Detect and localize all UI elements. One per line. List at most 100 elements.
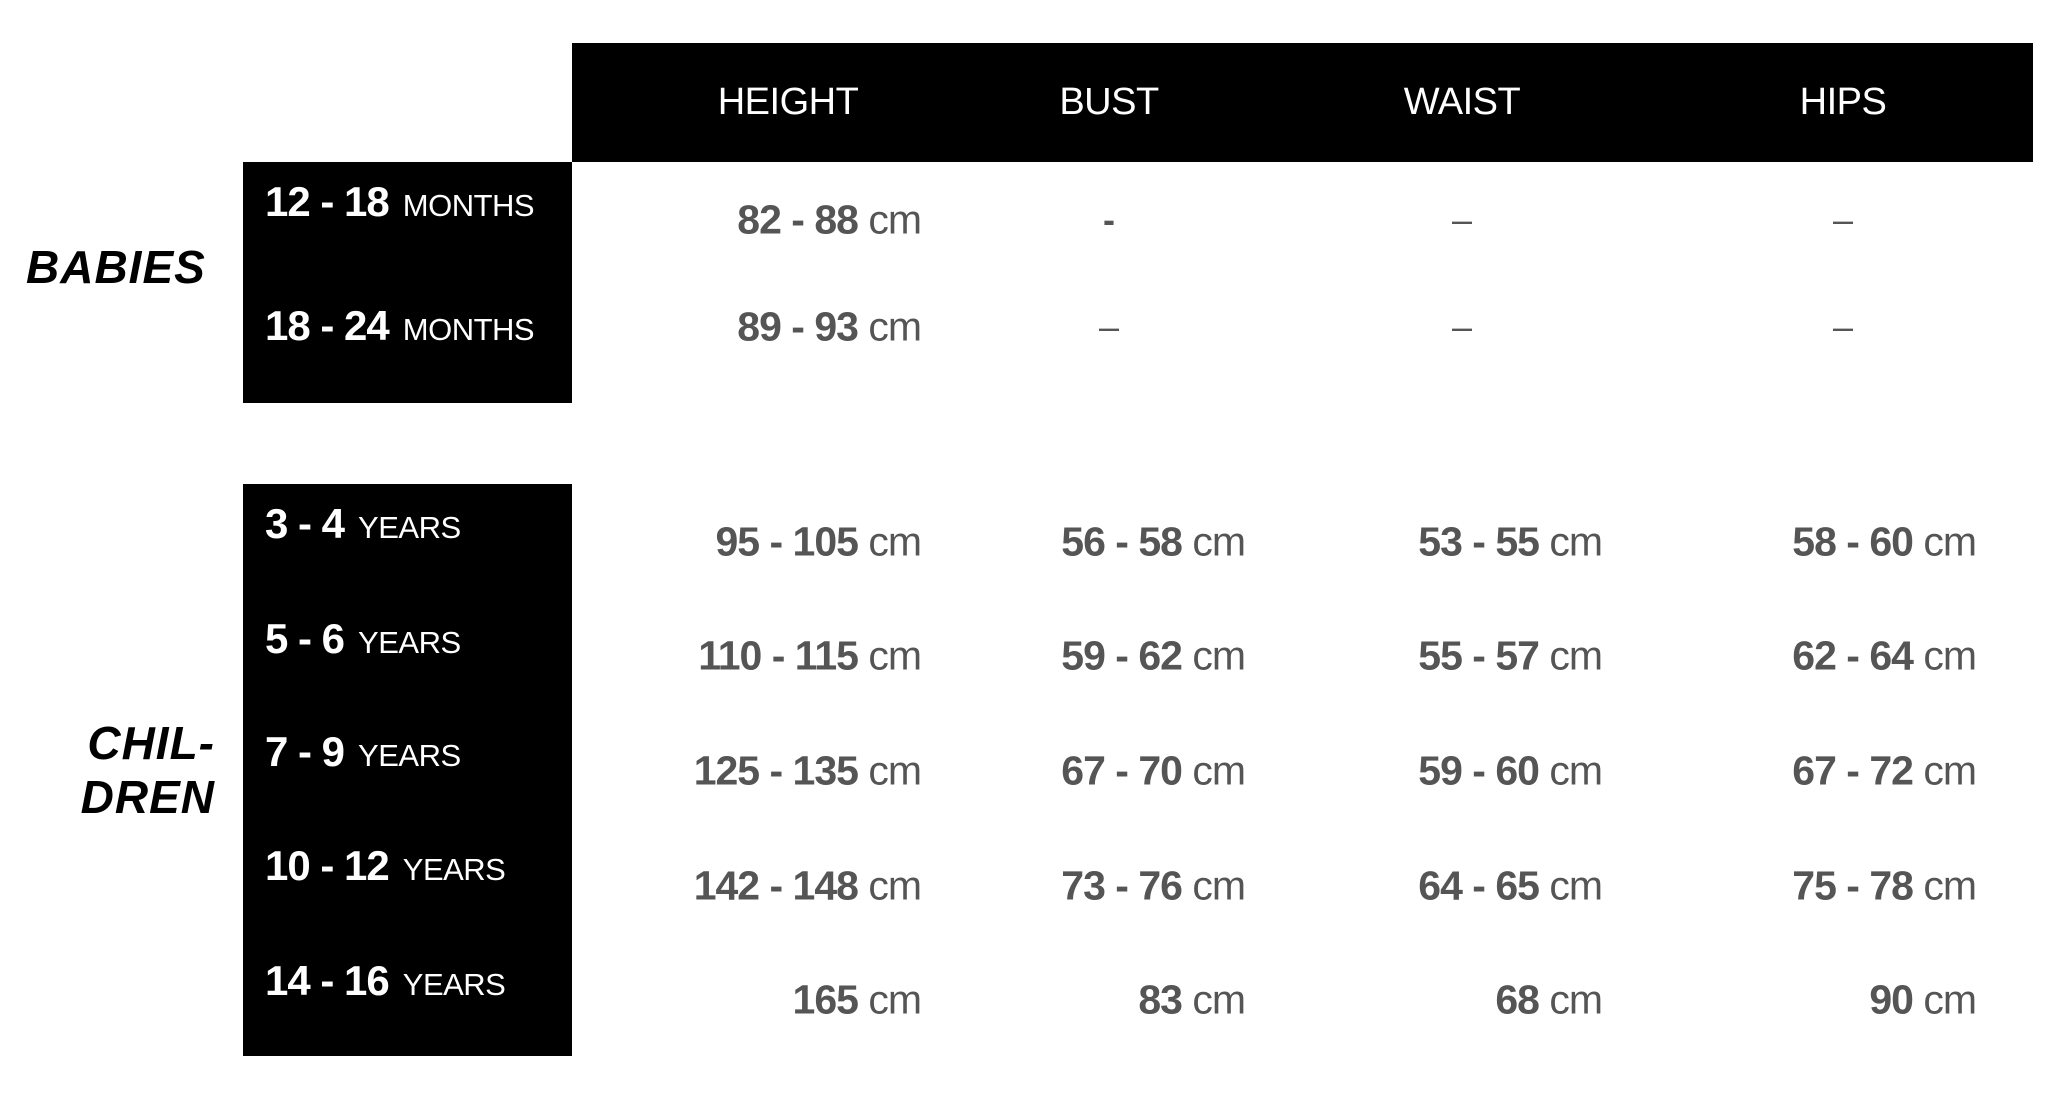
header-bust: BUST <box>1059 81 1159 123</box>
age-label: 3 - 4 YEARS <box>265 500 461 548</box>
cell-hips: 58 - 60 cm <box>1792 518 1977 566</box>
cell-waist: 53 - 55 cm <box>1418 518 1603 566</box>
cell-hips: 62 - 64 cm <box>1792 632 1977 680</box>
cell-hips: 67 - 72 cm <box>1792 747 1977 795</box>
measurement-unit: cm <box>868 518 922 565</box>
measurement-value: 110 - 115 <box>698 632 859 679</box>
measurement-unit: cm <box>1192 518 1246 565</box>
measurement-unit: cm <box>1549 632 1603 679</box>
measurement-value: 165 <box>792 976 859 1023</box>
age-unit: YEARS <box>402 852 506 887</box>
header-height: HEIGHT <box>717 81 859 123</box>
age-unit: YEARS <box>402 967 506 1002</box>
cell-height: 82 - 88 cm <box>737 196 922 244</box>
measurement-value: 95 - 105 <box>715 518 858 565</box>
measurement-unit: cm <box>1192 976 1246 1023</box>
header-hips: HIPS <box>1799 81 1887 123</box>
measurement-unit: cm <box>1923 518 1977 565</box>
cell-bust: 73 - 76 cm <box>1061 862 1246 910</box>
cell-height: 142 - 148 cm <box>693 862 922 910</box>
cell-waist: 68 cm <box>1495 976 1603 1024</box>
measurement-value: 59 - 60 <box>1418 747 1540 794</box>
measurement-value: 68 <box>1495 976 1540 1023</box>
cell-height: 125 - 135 cm <box>693 747 922 795</box>
measurement-value: 62 - 64 <box>1792 632 1914 679</box>
measurement-unit: cm <box>1192 632 1246 679</box>
measurement-unit: cm <box>1549 518 1603 565</box>
measurement-value: 73 - 76 <box>1061 862 1183 909</box>
measurement-unit: cm <box>868 196 922 243</box>
group-label-children-line1: CHIL- <box>87 717 215 769</box>
header-waist: WAIST <box>1403 81 1521 123</box>
babies-age-column <box>243 162 572 403</box>
age-label: 12 - 18 MONTHS <box>265 178 535 226</box>
age-unit: MONTHS <box>402 188 535 223</box>
cell-bust-empty: - <box>1103 199 1115 240</box>
measurement-unit: cm <box>1192 747 1246 794</box>
cell-height: 95 - 105 cm <box>715 518 922 566</box>
cell-bust: 59 - 62 cm <box>1061 632 1246 680</box>
measurement-value: 82 - 88 <box>737 196 859 243</box>
measurement-unit: cm <box>868 976 922 1023</box>
age-label: 18 - 24 MONTHS <box>265 302 535 350</box>
age-range: 12 - 18 <box>265 178 390 225</box>
measurement-value: 142 - 148 <box>693 862 859 909</box>
group-label-children-line2: DREN <box>80 771 215 823</box>
group-label-babies: BABIES <box>26 241 206 293</box>
measurement-unit: cm <box>1549 862 1603 909</box>
cell-bust: 56 - 58 cm <box>1061 518 1246 566</box>
measurement-value: 89 - 93 <box>737 303 859 350</box>
group-label-children: CHIL- DREN <box>81 716 215 824</box>
measurement-value: 125 - 135 <box>693 747 859 794</box>
measurement-value: 56 - 58 <box>1061 518 1183 565</box>
cell-waist-empty: – <box>1451 199 1473 240</box>
age-unit: YEARS <box>358 510 461 545</box>
cell-hips-empty: – <box>1832 306 1854 347</box>
age-label: 10 - 12 YEARS <box>265 842 506 890</box>
age-label: 5 - 6 YEARS <box>265 615 461 663</box>
cell-hips: 90 cm <box>1869 976 1977 1024</box>
cell-waist: 59 - 60 cm <box>1418 747 1603 795</box>
measurement-unit: cm <box>868 303 922 350</box>
measurement-value: 64 - 65 <box>1418 862 1540 909</box>
age-range: 5 - 6 <box>265 615 345 662</box>
age-range: 3 - 4 <box>265 500 345 547</box>
cell-waist-empty: – <box>1451 306 1473 347</box>
age-range: 14 - 16 <box>265 957 390 1004</box>
table-header: HEIGHT BUST WAIST HIPS <box>572 43 2033 162</box>
cell-height: 89 - 93 cm <box>737 303 922 351</box>
measurement-unit: cm <box>868 632 922 679</box>
age-unit: MONTHS <box>402 312 535 347</box>
age-label: 7 - 9 YEARS <box>265 728 461 776</box>
cell-height: 165 cm <box>792 976 922 1024</box>
measurement-unit: cm <box>1923 747 1977 794</box>
measurement-value: 67 - 70 <box>1061 747 1183 794</box>
measurement-unit: cm <box>868 862 922 909</box>
children-age-column <box>243 484 572 1056</box>
age-range: 18 - 24 <box>265 302 390 349</box>
cell-bust: 83 cm <box>1138 976 1246 1024</box>
measurement-value: 53 - 55 <box>1418 518 1540 565</box>
age-unit: YEARS <box>358 625 461 660</box>
measurement-unit: cm <box>1549 976 1603 1023</box>
age-unit: YEARS <box>358 738 461 773</box>
cell-bust: 67 - 70 cm <box>1061 747 1246 795</box>
measurement-unit: cm <box>868 747 922 794</box>
measurement-value: 83 <box>1138 976 1183 1023</box>
age-label: 14 - 16 YEARS <box>265 957 506 1005</box>
measurement-unit: cm <box>1923 862 1977 909</box>
measurement-value: 75 - 78 <box>1792 862 1914 909</box>
measurement-value: 59 - 62 <box>1061 632 1183 679</box>
measurement-unit: cm <box>1923 976 1977 1023</box>
measurement-unit: cm <box>1549 747 1603 794</box>
cell-waist: 64 - 65 cm <box>1418 862 1603 910</box>
cell-hips: 75 - 78 cm <box>1792 862 1977 910</box>
measurement-unit: cm <box>1192 862 1246 909</box>
age-range: 7 - 9 <box>265 728 345 775</box>
age-range: 10 - 12 <box>265 842 390 889</box>
cell-height: 110 - 115 cm <box>698 632 922 680</box>
measurement-value: 67 - 72 <box>1792 747 1914 794</box>
measurement-value: 90 <box>1869 976 1914 1023</box>
cell-hips-empty: – <box>1832 199 1854 240</box>
cell-waist: 55 - 57 cm <box>1418 632 1603 680</box>
